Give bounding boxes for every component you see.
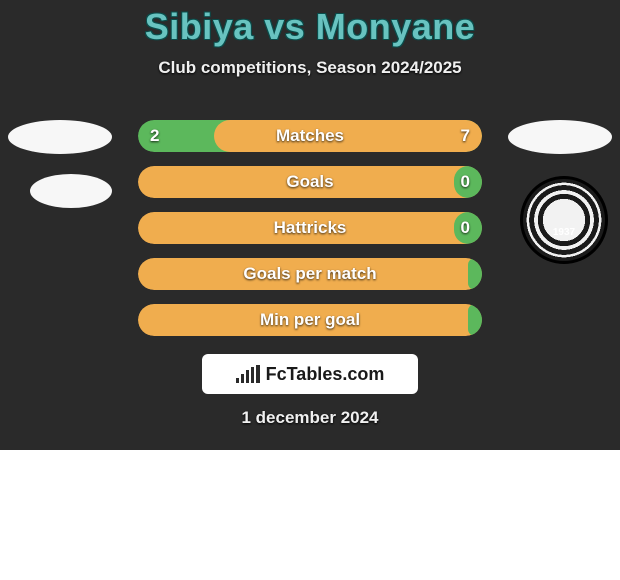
stats-container: 27Matches 0Goals 0Hattricks Goals per match…: [138, 120, 482, 350]
site-logo-text: FcTables.com: [266, 364, 385, 385]
site-logo: FcTables.com: [202, 354, 418, 394]
stat-bar: 27Matches: [138, 120, 482, 152]
page-subtitle: Club competitions, Season 2024/2025: [0, 58, 620, 78]
player-left-photo-2: [30, 174, 112, 208]
bar-chart-icon: [236, 365, 260, 383]
stat-bar: Goals per match: [138, 258, 482, 290]
stat-bar: 0Goals: [138, 166, 482, 198]
stat-label: Hattricks: [138, 212, 482, 244]
stat-label: Min per goal: [138, 304, 482, 336]
stat-label: Matches: [138, 120, 482, 152]
date-text: 1 december 2024: [0, 408, 620, 428]
page-title: Sibiya vs Monyane: [0, 0, 620, 48]
stat-label: Goals per match: [138, 258, 482, 290]
player-left-photo-1: [8, 120, 112, 154]
club-badge-year: 1937: [520, 227, 608, 238]
stat-bar: 0Hattricks: [138, 212, 482, 244]
club-badge-right: 1937: [520, 176, 608, 264]
comparison-card: Sibiya vs Monyane Club competitions, Sea…: [0, 0, 620, 450]
stat-bar: Min per goal: [138, 304, 482, 336]
stat-label: Goals: [138, 166, 482, 198]
player-right-photo-1: [508, 120, 612, 154]
